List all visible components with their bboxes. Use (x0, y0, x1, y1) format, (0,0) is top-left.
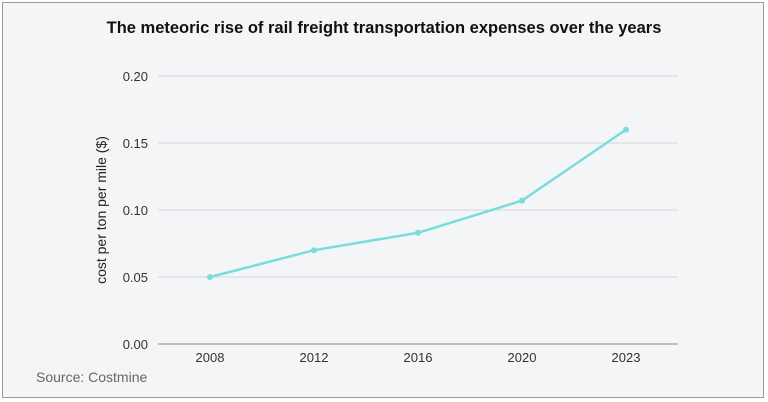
source-note: Source: Costmine (36, 369, 148, 385)
y-tick-label: 0.15 (123, 136, 148, 151)
y-tick-label: 0.05 (123, 270, 148, 285)
x-tick-label: 2016 (404, 350, 433, 365)
series-line (209, 128, 627, 279)
data-point (519, 197, 525, 204)
data-point (311, 247, 317, 254)
chart-title: The meteoric rise of rail freight transp… (106, 19, 662, 37)
y-tick-label: 0.10 (123, 203, 148, 218)
y-axis-label: cost per ton per mile ($) (93, 136, 109, 284)
data-point (207, 274, 213, 280)
data-point (623, 126, 629, 133)
x-tick-label: 2012 (300, 350, 329, 365)
chart-frame (2, 2, 764, 398)
x-tick-label: 2023 (612, 350, 641, 365)
x-tick-label: 2020 (508, 350, 537, 365)
x-tick-label: 2008 (196, 350, 225, 365)
y-tick-label: 0.20 (123, 69, 148, 84)
y-tick-label: 0.00 (123, 337, 148, 352)
data-point (415, 229, 421, 236)
